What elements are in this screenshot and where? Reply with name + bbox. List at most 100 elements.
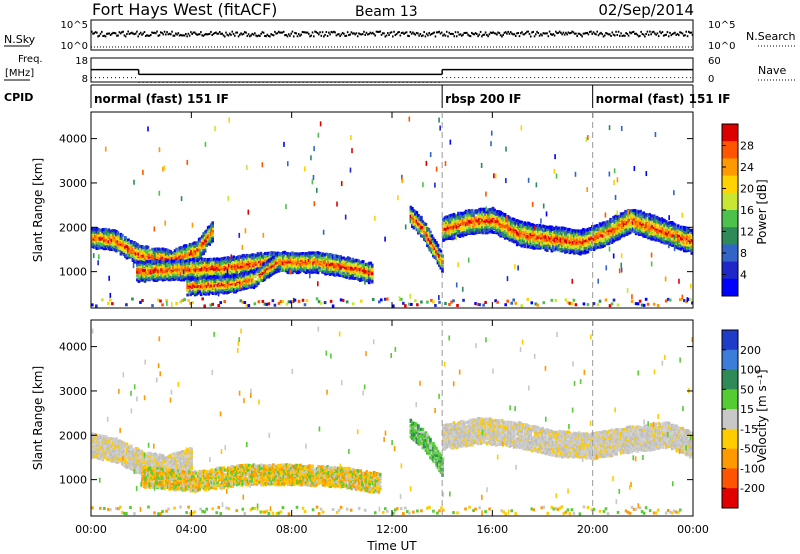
echo-cell (238, 270, 242, 274)
echo-cell (426, 234, 429, 238)
echo-cell (266, 269, 269, 273)
echo-cell (219, 278, 223, 282)
echo-cell (449, 218, 453, 222)
echo-cell (285, 258, 288, 262)
echo-cell (409, 211, 413, 215)
echo-cell (506, 231, 510, 235)
echo-cell (192, 291, 195, 295)
echo-cell (526, 245, 530, 249)
echo-cell (544, 228, 548, 232)
echo-cell (307, 251, 311, 255)
echo-cell (255, 267, 259, 271)
echo-cell (346, 267, 350, 271)
echo-cell (199, 249, 202, 253)
echo-cell (163, 267, 166, 271)
echo-cell (364, 279, 368, 283)
nsky-point (206, 33, 208, 36)
echo-cell (496, 210, 499, 214)
echo-cell (411, 219, 414, 223)
echo-cell (512, 223, 516, 227)
echo-cell (246, 264, 249, 268)
echo-cell (94, 235, 97, 239)
echo-cell (186, 276, 189, 280)
echo-cell (432, 250, 435, 254)
echo-cell (270, 255, 273, 259)
echo-cell (230, 258, 234, 262)
echo-cell (218, 259, 222, 263)
echo-cell (541, 245, 545, 249)
echo-cell (146, 277, 150, 281)
nsky-point (439, 32, 442, 35)
echo-cell (208, 287, 212, 291)
nsky-point (349, 33, 351, 36)
echo-cell (435, 250, 438, 254)
echo-cell (439, 253, 443, 257)
echo-cell (436, 258, 440, 262)
nsky-point (680, 31, 683, 34)
echo-cell (488, 225, 492, 229)
echo-cell (280, 262, 284, 266)
echo-cell (118, 246, 121, 250)
nsky-point (334, 31, 336, 34)
echo-cell (106, 245, 109, 249)
echo-cell (163, 275, 166, 279)
echo-cell (283, 250, 287, 254)
echo-cell (176, 250, 180, 254)
echo-cell (186, 285, 189, 289)
echo-cell (151, 259, 154, 263)
echo-cell (313, 253, 317, 257)
echo-cell (246, 266, 249, 270)
echo-cell (267, 265, 271, 269)
echo-cell (518, 232, 522, 236)
echo-cell (223, 282, 227, 286)
echo-cell (119, 236, 123, 240)
nsky-point (664, 34, 666, 37)
echo-cell (457, 211, 460, 215)
echo-cell (286, 254, 290, 258)
echo-cell (521, 224, 525, 228)
echo-cell (236, 260, 240, 264)
date-label: 02/Sep/2014 (598, 1, 694, 19)
nsky-point (385, 34, 388, 37)
echo-cell (316, 251, 320, 255)
echo-cell (484, 214, 487, 218)
echo-cell (208, 266, 211, 270)
echo-cell (473, 211, 477, 215)
echo-cell (251, 279, 254, 283)
echo-cell (158, 247, 162, 251)
echo-cell (357, 264, 360, 268)
nsky-point (556, 32, 558, 35)
nsky-point (645, 33, 647, 36)
echo-cell (228, 278, 232, 282)
echo-cell (452, 217, 456, 221)
echo-cell (245, 286, 248, 290)
echo-cell (487, 229, 490, 233)
echo-cell (493, 219, 496, 223)
echo-cell (136, 246, 139, 250)
nsky-point (255, 34, 257, 37)
echo-cell (209, 263, 213, 267)
echo-cell (300, 269, 303, 273)
echo-cell (269, 269, 272, 273)
echo-cell (539, 246, 543, 250)
nsky-point (595, 33, 597, 36)
echo-cell (270, 267, 274, 271)
echo-cell (433, 245, 437, 249)
nsky-point (637, 35, 640, 38)
nsky-point (314, 30, 316, 33)
echo-cell (248, 281, 251, 285)
echo-cell (318, 268, 321, 272)
nsky-point (557, 31, 560, 34)
echo-cell (267, 254, 270, 258)
nsky-point (339, 35, 341, 38)
nsky-point (121, 31, 123, 34)
nsky-point (269, 35, 271, 38)
nsky-point (420, 35, 423, 38)
echo-cell (143, 262, 147, 266)
echo-cell (322, 257, 326, 261)
echo-cell (176, 265, 180, 269)
echo-cell (297, 267, 300, 271)
echo-cell (518, 228, 522, 232)
echo-cell (203, 261, 207, 265)
echo-cell (307, 255, 311, 259)
